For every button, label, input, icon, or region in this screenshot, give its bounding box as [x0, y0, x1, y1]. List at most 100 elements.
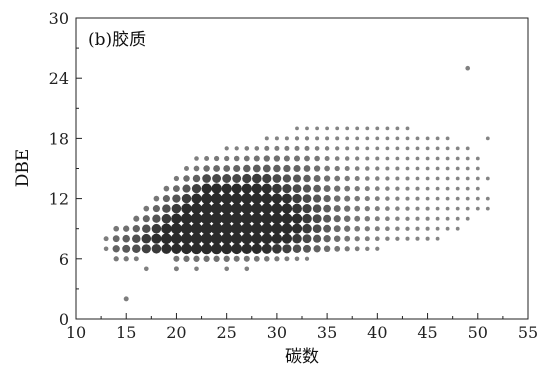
- data-point: [385, 126, 390, 131]
- panel-label: (b)胶质: [88, 30, 146, 50]
- data-point: [291, 223, 303, 234]
- data-point: [261, 233, 273, 245]
- x-tick-label: 20: [166, 323, 186, 342]
- data-point: [151, 233, 162, 244]
- data-point: [302, 184, 312, 193]
- data-point: [281, 213, 293, 225]
- data-point: [425, 156, 430, 161]
- y-tick-label: 24: [49, 69, 69, 88]
- data-point: [282, 174, 292, 183]
- data-point: [445, 226, 450, 231]
- data-point: [274, 145, 280, 151]
- data-point: [200, 212, 213, 225]
- data-point: [281, 203, 293, 214]
- data-point: [122, 244, 131, 253]
- data-point: [354, 176, 360, 181]
- data-point: [354, 236, 360, 242]
- data-point: [221, 243, 233, 255]
- data-point: [475, 176, 480, 181]
- data-point: [395, 186, 400, 191]
- data-point: [271, 213, 283, 225]
- data-point: [294, 256, 300, 262]
- data-point: [261, 223, 273, 235]
- data-point: [325, 136, 330, 141]
- data-point: [180, 223, 193, 235]
- data-point: [253, 155, 260, 162]
- data-point: [142, 215, 150, 223]
- data-point: [303, 174, 311, 183]
- data-point: [304, 256, 310, 261]
- data-point: [465, 156, 470, 161]
- data-point: [445, 156, 450, 161]
- data-point: [261, 243, 272, 254]
- data-point: [314, 146, 320, 151]
- data-point: [133, 215, 140, 222]
- data-point: [190, 222, 203, 235]
- data-point: [263, 155, 270, 162]
- data-point: [455, 216, 460, 221]
- data-point: [314, 155, 320, 162]
- data-point: [455, 146, 460, 151]
- data-point: [132, 225, 140, 233]
- data-point: [183, 255, 190, 262]
- data-point: [295, 126, 299, 131]
- data-point: [241, 202, 253, 215]
- data-point: [425, 196, 430, 201]
- data-point: [241, 183, 252, 194]
- data-point: [333, 235, 341, 242]
- data-point: [365, 246, 370, 252]
- data-point: [385, 186, 390, 191]
- data-point: [304, 145, 310, 151]
- data-point: [415, 166, 420, 171]
- data-point: [141, 233, 152, 244]
- data-point: [243, 164, 251, 173]
- data-point: [303, 244, 311, 253]
- data-point: [345, 136, 350, 141]
- data-point: [231, 233, 243, 245]
- data-point: [292, 184, 302, 193]
- data-point: [375, 246, 380, 251]
- x-tick-label: 25: [216, 323, 236, 342]
- data-point: [194, 266, 199, 272]
- data-point: [262, 173, 272, 184]
- data-point: [181, 193, 192, 204]
- data-point: [344, 156, 350, 161]
- data-point: [302, 213, 312, 224]
- data-point: [184, 166, 189, 171]
- data-point: [405, 226, 410, 231]
- data-point: [141, 244, 151, 254]
- data-point: [224, 146, 229, 151]
- data-point: [455, 156, 460, 161]
- data-point: [152, 205, 160, 213]
- data-point: [324, 156, 330, 161]
- data-point: [475, 186, 480, 191]
- data-point: [345, 126, 350, 131]
- data-point: [365, 146, 370, 151]
- data-point: [293, 174, 301, 183]
- data-point: [333, 195, 341, 202]
- data-point: [385, 166, 390, 171]
- x-tick-label: 15: [116, 323, 136, 342]
- data-point: [365, 166, 370, 171]
- data-point: [171, 213, 182, 224]
- data-point: [375, 146, 380, 151]
- data-point: [425, 236, 430, 241]
- data-point: [272, 243, 282, 254]
- data-point: [200, 222, 213, 235]
- x-tick-label: 30: [267, 323, 287, 342]
- data-point: [455, 196, 460, 201]
- data-point: [335, 136, 340, 141]
- data-point: [201, 243, 213, 255]
- data-point: [425, 186, 430, 191]
- data-point: [354, 225, 361, 232]
- data-point: [313, 175, 321, 182]
- data-point: [194, 156, 199, 161]
- data-point: [385, 146, 390, 151]
- data-point: [173, 266, 179, 272]
- data-point: [231, 243, 243, 255]
- data-point: [435, 176, 440, 181]
- data-point: [354, 205, 361, 212]
- data-point: [395, 136, 400, 141]
- data-point: [233, 164, 241, 173]
- y-tick-label: 0: [59, 310, 69, 329]
